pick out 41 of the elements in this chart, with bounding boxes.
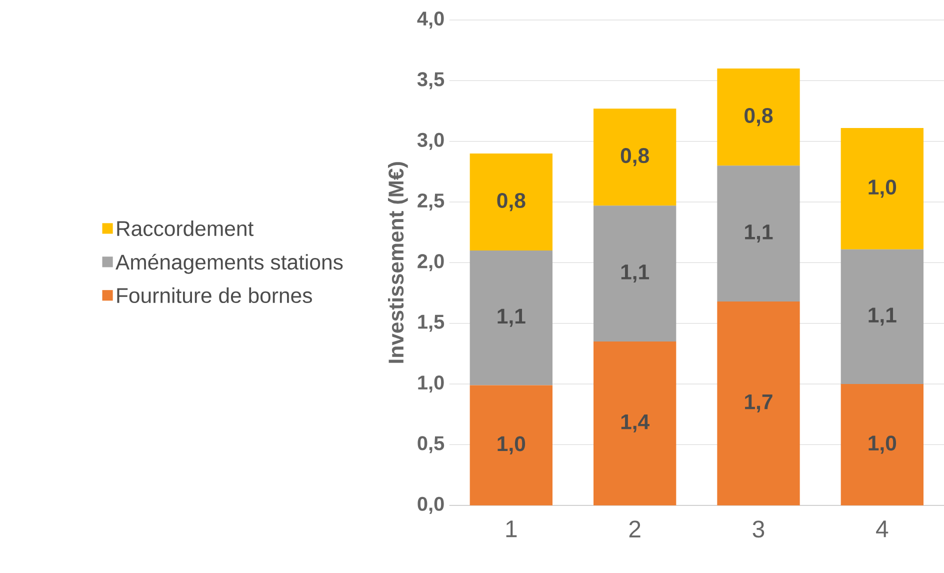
legend-label: Aménagements stations	[116, 254, 343, 274]
x-tick-label: 1	[506, 520, 517, 537]
bar	[594, 341, 676, 506]
y-axis-title: Investissement (M€)	[388, 162, 408, 363]
bar	[717, 165, 800, 302]
bar	[594, 108, 676, 206]
data-label: 1,0	[868, 179, 896, 198]
data-label: 1,1	[621, 264, 650, 282]
y-tick-label: 1,5	[418, 314, 444, 332]
y-tick-label: 4,0	[417, 11, 444, 28]
bar	[717, 301, 800, 506]
legend-label: Fourniture de bornes	[117, 287, 312, 303]
y-tick-label: 1,0	[418, 375, 444, 392]
bar	[840, 249, 924, 384]
x-tick-label: 4	[876, 520, 888, 537]
data-label: 0,8	[620, 148, 649, 166]
data-label: 1,0	[868, 435, 896, 454]
data-label: 0,8	[744, 108, 773, 126]
data-label: 1,4	[621, 414, 650, 432]
data-label: 1,1	[498, 308, 526, 327]
bar	[840, 384, 924, 506]
bar	[594, 205, 676, 342]
legend-label: Raccordement	[117, 220, 254, 236]
y-tick-label: 0,0	[418, 496, 444, 514]
bar	[470, 153, 552, 250]
bar	[470, 250, 552, 386]
bar	[717, 68, 800, 166]
bar	[840, 128, 924, 250]
y-tick-label: 0,5	[418, 436, 444, 454]
data-label: 1,7	[745, 394, 772, 412]
data-label: 1,1	[868, 308, 896, 326]
data-label: 0,8	[497, 192, 526, 211]
y-tick-label: 3,0	[417, 132, 444, 150]
x-tick-label: 2	[629, 520, 640, 538]
y-tick-label: 2,0	[418, 254, 444, 272]
bar	[470, 385, 552, 506]
y-tick-label: 2,5	[418, 193, 444, 210]
y-tick-label: 3,5	[417, 72, 444, 90]
x-tick-label: 3	[752, 520, 764, 538]
data-label: 1,1	[745, 224, 773, 242]
data-label: 1,0	[498, 436, 526, 454]
